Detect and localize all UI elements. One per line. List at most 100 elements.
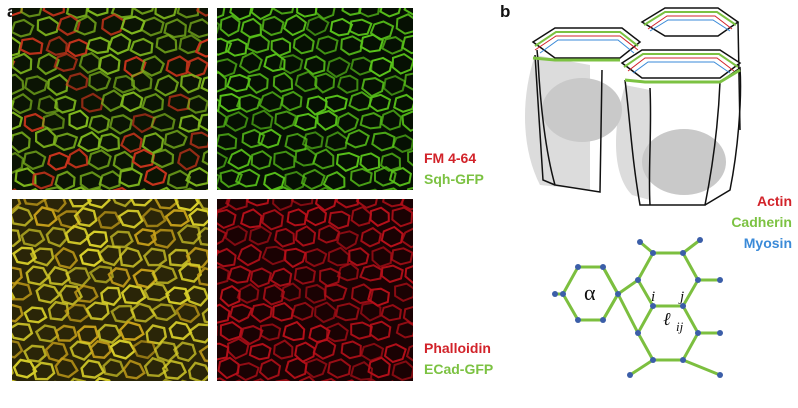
cell-outline (290, 199, 314, 207)
cell-outline (293, 112, 318, 132)
cell-outline (139, 16, 165, 37)
cell-outline (291, 301, 314, 321)
cell-outline (178, 262, 202, 283)
cell-outline (308, 324, 331, 344)
cell-outline (217, 133, 238, 151)
cell-outline (25, 265, 50, 286)
legend-sqh-gfp: Sqh-GFP (424, 171, 484, 187)
cell-outline (188, 207, 208, 227)
cell-outline (407, 149, 413, 167)
cell-outline (187, 18, 208, 39)
cell-outline (348, 91, 373, 112)
cell-outline (68, 199, 93, 208)
cell-outline (129, 302, 157, 323)
cell-outline (118, 320, 145, 341)
cell-outline (350, 321, 373, 340)
cell-outline (23, 306, 48, 324)
cell-outline (155, 33, 178, 54)
cell-outline (194, 38, 208, 58)
cell-outline (73, 15, 97, 36)
cell-outline (98, 53, 121, 76)
legend-top: FM 4-64 Sqh-GFP (424, 148, 484, 190)
cell-outline (54, 170, 76, 190)
cell-outline (217, 173, 221, 187)
micrograph-fm464-sqh-merge (12, 8, 208, 190)
cell-outline (391, 134, 413, 153)
cell-outline (259, 323, 282, 341)
cell-outline (183, 285, 208, 307)
edge-label-l: ℓ (663, 309, 671, 329)
cell-outline (196, 199, 208, 211)
cell-outline (120, 132, 143, 154)
cell-outline (43, 199, 67, 213)
cell-outline (53, 52, 79, 72)
cell-outline (368, 93, 392, 113)
cell-outline (240, 208, 263, 229)
cell-outline (274, 110, 298, 130)
cell-outline (20, 228, 46, 248)
cell-outline (19, 37, 44, 56)
cell-outline (77, 130, 101, 153)
cell-outline (224, 225, 248, 247)
panel-a-letter: a (7, 2, 17, 21)
cell-outline (86, 36, 111, 55)
cell-outline (406, 187, 413, 190)
cell-outline (66, 148, 89, 169)
cell-outline (336, 111, 360, 134)
cell-outline (359, 301, 382, 322)
cell-outline (97, 210, 122, 230)
cell-outline (86, 8, 109, 17)
cell-outline (12, 111, 24, 131)
cell-outline (234, 168, 261, 188)
cell-outline (12, 246, 38, 266)
cell-outline (217, 37, 233, 56)
panel-b-letter: b (500, 2, 511, 21)
cell-outline (283, 14, 307, 37)
cell-outline (56, 14, 81, 36)
apical-bands (532, 11, 741, 84)
cell-outline (236, 243, 263, 267)
cell-outline (280, 90, 303, 112)
cell-outline (227, 337, 250, 360)
cell-outline (361, 77, 385, 98)
cell-outline (140, 55, 166, 77)
cell-outline (296, 8, 318, 18)
cell-outline (322, 171, 346, 190)
cell-outline (369, 206, 390, 227)
cell-outline (12, 205, 34, 227)
cell-outline (78, 51, 101, 74)
vertex-label-i: i (651, 289, 655, 305)
cell-outline (32, 361, 56, 381)
cell-outline (177, 147, 200, 171)
edge-label-subscript: ij (676, 319, 684, 334)
cell-outline (305, 15, 330, 37)
cell-outline (23, 344, 47, 363)
cell-outline (400, 227, 413, 249)
legend-ecad-gfp: ECad-GFP (424, 361, 494, 377)
cell-outline (173, 341, 197, 363)
cell-outline (248, 225, 273, 246)
vertex-label-j: j (678, 289, 684, 305)
cell-outline (340, 340, 362, 360)
cell-outline (336, 230, 359, 251)
cell-outline (64, 224, 90, 245)
cell-outline (130, 199, 153, 207)
cell-outline (23, 199, 48, 206)
cell-outline (97, 244, 122, 267)
cell-outline (45, 186, 65, 190)
cell-outline (314, 301, 337, 324)
cell-outline (65, 72, 89, 91)
cell-outline (226, 73, 252, 93)
cell-outline (217, 356, 240, 380)
cell-outline (112, 74, 136, 94)
cell-outline (317, 224, 341, 244)
cell-outline (359, 33, 385, 53)
cell-outline (12, 322, 34, 342)
cell-outline (53, 246, 79, 270)
cell-outline (304, 248, 328, 268)
cell-outline (53, 132, 79, 152)
cell-outline (69, 340, 94, 361)
cell-outline (329, 17, 354, 37)
cell-outline (238, 51, 263, 74)
cell-outline (284, 170, 307, 190)
